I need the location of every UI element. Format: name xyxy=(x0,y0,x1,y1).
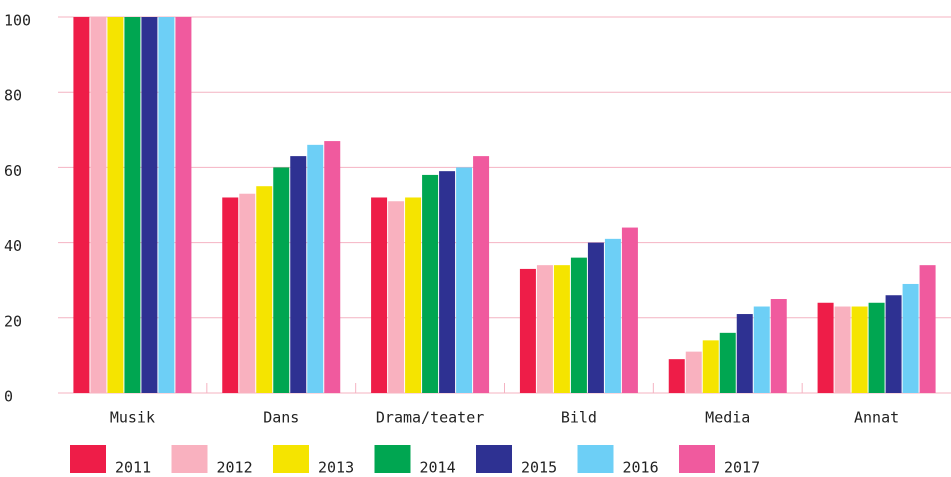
x-tick-label: Bild xyxy=(561,409,597,427)
bar xyxy=(73,17,90,393)
x-tick-label: Musik xyxy=(110,409,155,427)
legend-label: 2015 xyxy=(521,459,557,477)
bar xyxy=(439,171,456,393)
bar xyxy=(621,227,638,393)
bar xyxy=(902,283,919,393)
bar xyxy=(570,257,587,393)
legend-swatch xyxy=(171,445,208,473)
legend-label: 2013 xyxy=(318,459,354,477)
bar xyxy=(719,332,736,393)
bar xyxy=(222,197,239,393)
y-tick-label: 80 xyxy=(4,87,22,105)
bar xyxy=(141,17,158,393)
bar xyxy=(175,17,192,393)
bar xyxy=(124,17,141,393)
bar xyxy=(834,306,851,393)
bar xyxy=(604,238,621,393)
y-tick-label: 60 xyxy=(4,162,22,180)
bar xyxy=(256,186,273,393)
bar xyxy=(307,144,324,393)
bar xyxy=(868,302,885,393)
bar xyxy=(473,156,490,393)
legend-swatch xyxy=(70,445,106,473)
bar xyxy=(536,265,553,393)
bar xyxy=(919,265,936,393)
bar xyxy=(273,167,290,393)
bar xyxy=(405,197,422,393)
y-tick-label: 40 xyxy=(4,237,22,255)
bar xyxy=(324,141,341,393)
bar xyxy=(107,17,124,393)
legend-swatch xyxy=(577,445,614,473)
x-tick-label: Dans xyxy=(263,409,299,427)
bar xyxy=(90,17,107,393)
legend-swatch xyxy=(374,445,411,473)
bar xyxy=(239,193,256,393)
x-tick-label: Media xyxy=(705,409,750,427)
legend-label: 2011 xyxy=(115,459,151,477)
bar xyxy=(553,265,570,393)
bar xyxy=(388,201,405,393)
bar xyxy=(702,340,719,393)
bar xyxy=(422,174,439,393)
legend-label: 2014 xyxy=(420,459,456,477)
y-tick-label: 0 xyxy=(4,388,13,406)
bar xyxy=(668,359,685,393)
legend-label: 2016 xyxy=(623,459,659,477)
bar xyxy=(736,314,753,393)
bar xyxy=(158,17,175,393)
legend-label: 2012 xyxy=(217,459,253,477)
x-tick-label: Drama/teater xyxy=(376,409,484,427)
bar xyxy=(456,167,473,393)
bar xyxy=(685,351,702,393)
legend-swatch xyxy=(273,445,309,473)
bar xyxy=(770,299,787,393)
legend-swatch xyxy=(679,445,715,473)
bar xyxy=(817,302,834,393)
legend-swatch xyxy=(476,445,512,473)
bar xyxy=(753,306,770,393)
x-tick-label: Annat xyxy=(854,409,899,427)
y-tick-label: 100 xyxy=(4,12,31,30)
bar xyxy=(519,268,536,393)
bar xyxy=(587,242,604,393)
y-tick-label: 20 xyxy=(4,312,22,330)
bar xyxy=(290,156,307,393)
legend-label: 2017 xyxy=(724,459,760,477)
bar xyxy=(851,306,868,393)
bar xyxy=(885,295,902,393)
bar xyxy=(371,197,388,393)
